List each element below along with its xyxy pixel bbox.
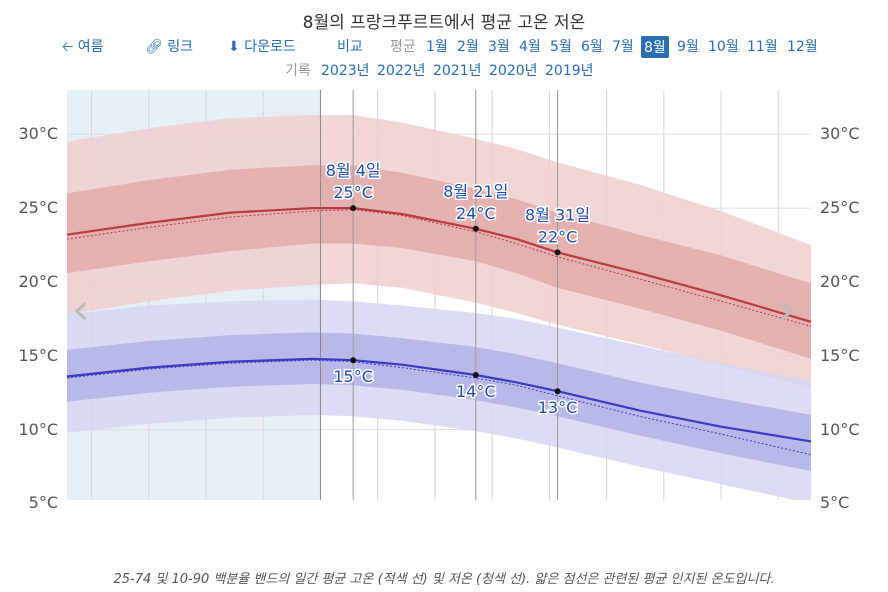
high-point bbox=[350, 205, 357, 212]
y-tick-left: 15°C bbox=[18, 345, 58, 365]
y-tick-left: 5°C bbox=[28, 493, 58, 513]
y-tick-right: 10°C bbox=[820, 419, 860, 439]
year-2023[interactable]: 2023년 bbox=[321, 63, 370, 79]
download-icon: ⬇︎ bbox=[228, 39, 240, 55]
annotation-date: 8월 31일 bbox=[525, 205, 590, 224]
low-point bbox=[472, 371, 479, 378]
year-2022[interactable]: 2022년 bbox=[377, 63, 426, 79]
y-axis-left: 30°C 25°C 20°C 15°C 10°C 5°C bbox=[0, 0, 60, 592]
y-tick-right: 5°C bbox=[820, 493, 850, 513]
month-11[interactable]: 11월 bbox=[747, 39, 778, 55]
high-temp-line bbox=[66, 207, 812, 323]
month-9[interactable]: 9월 bbox=[677, 39, 699, 55]
compare-button[interactable]: 비교 bbox=[337, 39, 363, 55]
y-tick-right: 20°C bbox=[820, 271, 860, 291]
month-6[interactable]: 6월 bbox=[581, 39, 603, 55]
chart-caption: 25-74 및 10-90 백분율 밴드의 일간 평균 고온 (적색 선) 및 … bbox=[113, 572, 775, 587]
nav-bar: 🡠 여름 🔗︎ 링크 ⬇︎ 다운로드 비교 평균 1월 2월 3월 4월 5월 … bbox=[0, 36, 888, 58]
low-temp-line bbox=[66, 357, 812, 443]
link-icon: 🔗︎ bbox=[145, 39, 163, 55]
low-perceived-line bbox=[66, 359, 812, 456]
annotation-high: 22°C bbox=[538, 227, 578, 246]
download-button[interactable]: ⬇︎ 다운로드 bbox=[228, 36, 296, 56]
y-tick-right: 15°C bbox=[820, 345, 860, 365]
y-tick-right: 25°C bbox=[820, 198, 860, 218]
year-2021[interactable]: 2021년 bbox=[433, 63, 482, 79]
chart-title: 8월의 프랑크푸르트에서 평균 고온 저온 bbox=[302, 13, 586, 33]
annotation-date: 8월 21일 bbox=[443, 182, 508, 201]
low-point bbox=[350, 357, 357, 364]
month-3[interactable]: 3월 bbox=[488, 39, 510, 55]
low-band-25-75 bbox=[67, 332, 811, 471]
month-4[interactable]: 4월 bbox=[519, 39, 541, 55]
download-label: 다운로드 bbox=[244, 39, 296, 55]
arrow-left-icon: 🡠 bbox=[62, 39, 74, 55]
annotation-low: 14°C bbox=[456, 382, 496, 401]
annotation-high: 25°C bbox=[333, 183, 373, 202]
history-bar: 기록 2023년 2022년 2021년 2020년 2019년 bbox=[0, 60, 888, 80]
y-tick-right: 30°C bbox=[820, 124, 860, 144]
average-label: 평균 bbox=[390, 39, 416, 55]
link-label: 링크 bbox=[167, 39, 193, 55]
history-label: 기록 bbox=[285, 63, 311, 79]
low-point bbox=[554, 388, 561, 395]
year-2019[interactable]: 2019년 bbox=[545, 63, 594, 79]
month-7[interactable]: 7월 bbox=[612, 39, 634, 55]
high-point bbox=[554, 249, 561, 256]
y-axis-right: 30°C 25°C 20°C 15°C 10°C 5°C bbox=[818, 0, 888, 592]
month-1[interactable]: 1월 bbox=[426, 39, 448, 55]
annotation-low: 13°C bbox=[538, 398, 578, 417]
month-2[interactable]: 2월 bbox=[457, 39, 479, 55]
next-month-arrow-icon[interactable]: › bbox=[778, 284, 796, 335]
high-perceived-line bbox=[66, 209, 812, 327]
year-2020[interactable]: 2020년 bbox=[489, 63, 538, 79]
y-tick-left: 20°C bbox=[18, 271, 58, 291]
month-10[interactable]: 10월 bbox=[708, 39, 739, 55]
annotation-date: 8월 4일 bbox=[326, 161, 381, 180]
temperature-chart: 8월 4일 25°C 15°C 8월 21일 24°C 14°C 8월 31일 22°C 13°… bbox=[66, 90, 812, 500]
month-5[interactable]: 5월 bbox=[550, 39, 572, 55]
month-12[interactable]: 12월 bbox=[787, 39, 818, 55]
summer-link[interactable]: 🡠 여름 bbox=[62, 36, 104, 60]
month-8-active[interactable]: 8월 bbox=[641, 36, 669, 58]
annotation-low: 15°C bbox=[333, 367, 373, 386]
y-tick-left: 25°C bbox=[18, 198, 58, 218]
link-button[interactable]: 🔗︎ 링크 bbox=[145, 36, 193, 56]
y-tick-left: 10°C bbox=[18, 419, 58, 439]
summer-label: 여름 bbox=[77, 39, 104, 55]
y-tick-left: 30°C bbox=[18, 124, 58, 144]
high-point bbox=[472, 225, 479, 232]
prev-month-arrow-icon[interactable]: ‹ bbox=[72, 284, 90, 335]
high-band-25-75 bbox=[67, 165, 811, 359]
annotation-high: 24°C bbox=[456, 204, 496, 223]
